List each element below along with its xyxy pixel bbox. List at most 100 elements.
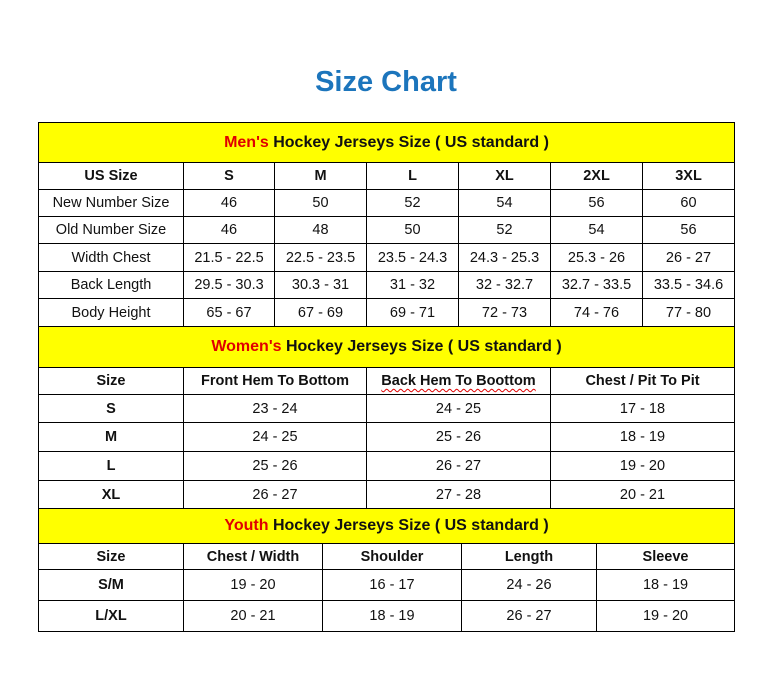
column-header: 3XL bbox=[642, 162, 735, 190]
table-cell: 19 - 20 bbox=[183, 569, 323, 601]
header-row: Size Chest / Width Shoulder Length Sleeve bbox=[38, 543, 736, 570]
table-cell: 32 - 32.7 bbox=[458, 271, 551, 299]
row-label: New Number Size bbox=[38, 189, 184, 217]
table-cell: 29.5 - 30.3 bbox=[183, 271, 275, 299]
table-cell: 18 - 19 bbox=[322, 600, 462, 632]
column-header-label: 3XL bbox=[675, 168, 702, 184]
table-row: L/XL 20 - 21 18 - 19 26 - 27 19 - 20 bbox=[38, 600, 736, 632]
table-cell: 50 bbox=[366, 216, 459, 244]
table-cell: 16 - 17 bbox=[322, 569, 462, 601]
table-cell: 22.5 - 23.5 bbox=[274, 243, 367, 272]
column-header: Chest / Width bbox=[183, 543, 323, 570]
section-heading-text: Hockey Jerseys Size ( US standard ) bbox=[281, 338, 562, 355]
section-highlight: Youth bbox=[224, 517, 269, 534]
row-label: Body Height bbox=[38, 298, 184, 327]
column-header: Back Hem To Boottom bbox=[366, 367, 551, 395]
table-cell: 18 - 19 bbox=[550, 422, 735, 452]
section-highlight: Women's bbox=[211, 338, 282, 355]
table-cell: 26 - 27 bbox=[366, 451, 551, 481]
row-label: L/XL bbox=[38, 600, 184, 632]
mens-size-table: Men's Hockey Jerseys Size ( US standard … bbox=[38, 122, 735, 327]
column-header-label: S bbox=[224, 168, 234, 184]
column-header: Chest / Pit To Pit bbox=[550, 367, 735, 395]
table-cell: 24 - 25 bbox=[183, 422, 367, 452]
page-title: Size Chart bbox=[315, 66, 457, 98]
table-cell: 60 bbox=[642, 189, 735, 217]
column-header-label: M bbox=[314, 168, 327, 184]
column-header: L bbox=[366, 162, 459, 190]
column-header-label: Size bbox=[96, 548, 126, 565]
table-cell: 24 - 26 bbox=[461, 569, 597, 601]
column-header-label: Sleeve bbox=[642, 548, 689, 565]
table-cell: 74 - 76 bbox=[550, 298, 643, 327]
womens-section-heading: Women's Hockey Jerseys Size ( US standar… bbox=[38, 326, 735, 368]
header-row: Size Front Hem To Bottom Back Hem To Boott… bbox=[38, 367, 735, 395]
table-cell: 20 - 21 bbox=[183, 600, 323, 632]
column-header: US Size bbox=[38, 162, 184, 190]
column-header: 2XL bbox=[550, 162, 643, 190]
column-header: Size bbox=[38, 367, 184, 395]
section-highlight: Men's bbox=[224, 133, 269, 151]
table-row: M 24 - 25 25 - 26 18 - 19 bbox=[38, 422, 735, 452]
table-cell: 18 - 19 bbox=[595, 569, 736, 601]
column-header: S bbox=[183, 162, 275, 190]
youth-section-heading: Youth Hockey Jerseys Size ( US standard … bbox=[37, 508, 736, 544]
youth-size-table: Youth Hockey Jerseys Size ( US standard … bbox=[37, 508, 736, 632]
section-heading-text: Hockey Jerseys Size ( US standard ) bbox=[268, 517, 549, 534]
column-header: M bbox=[274, 162, 367, 190]
womens-table: Women's Hockey Jerseys Size ( US standar… bbox=[38, 326, 735, 509]
table-cell: 26 - 27 bbox=[642, 243, 735, 272]
column-header-label: L bbox=[408, 168, 417, 184]
mens-section-heading: Men's Hockey Jerseys Size ( US standard … bbox=[38, 122, 735, 163]
table-cell: 56 bbox=[642, 216, 735, 244]
table-cell: 67 - 69 bbox=[274, 298, 367, 327]
table-cell: 69 - 71 bbox=[366, 298, 459, 327]
column-header-label: Chest / Width bbox=[206, 548, 300, 565]
table-cell: 21.5 - 22.5 bbox=[183, 243, 275, 272]
row-label: S bbox=[38, 394, 184, 423]
table-row: L 25 - 26 26 - 27 19 - 20 bbox=[38, 451, 735, 481]
table-cell: 56 bbox=[550, 189, 643, 217]
row-label: L bbox=[38, 451, 184, 481]
table-cell: 48 bbox=[274, 216, 367, 244]
table-cell: 24 - 25 bbox=[366, 394, 551, 423]
table-cell: 72 - 73 bbox=[458, 298, 551, 327]
table-cell: 17 - 18 bbox=[550, 394, 735, 423]
table-cell: 24.3 - 25.3 bbox=[458, 243, 551, 272]
table-cell: 32.7 - 33.5 bbox=[550, 271, 643, 299]
table-cell: 23.5 - 24.3 bbox=[366, 243, 459, 272]
table-row: Back Length 29.5 - 30.3 30.3 - 31 31 - 32 32… bbox=[38, 271, 735, 299]
table-cell: 19 - 20 bbox=[595, 600, 736, 632]
table-cell: 77 - 80 bbox=[642, 298, 735, 327]
table-cell: 19 - 20 bbox=[550, 451, 735, 481]
section-heading-text: Hockey Jerseys Size ( US standard ) bbox=[268, 133, 549, 151]
table-cell: 33.5 - 34.6 bbox=[642, 271, 735, 299]
column-header-label: Front Hem To Bottom bbox=[201, 373, 349, 389]
youth-table: Youth Hockey Jerseys Size ( US standard … bbox=[37, 508, 736, 632]
table-cell: 54 bbox=[458, 189, 551, 217]
table-cell: 54 bbox=[550, 216, 643, 244]
table-cell: 46 bbox=[183, 189, 275, 217]
table-cell: 52 bbox=[458, 216, 551, 244]
table-cell: 65 - 67 bbox=[183, 298, 275, 327]
table-row: Width Chest 21.5 - 22.5 22.5 - 23.5 23.5 - … bbox=[38, 243, 735, 272]
column-header: Size bbox=[38, 543, 184, 570]
table-cell: 30.3 - 31 bbox=[274, 271, 367, 299]
column-header-label: US Size bbox=[84, 168, 138, 184]
row-label: Width Chest bbox=[38, 243, 184, 272]
column-header-label: Size bbox=[96, 373, 126, 389]
table-row: Old Number Size 46 48 50 52 54 56 bbox=[38, 216, 735, 244]
womens-size-table: Women's Hockey Jerseys Size ( US standar… bbox=[38, 326, 735, 509]
table-cell: 25 - 26 bbox=[183, 451, 367, 481]
table-cell: 46 bbox=[183, 216, 275, 244]
table-row: New Number Size 46 50 52 54 56 60 bbox=[38, 189, 735, 217]
table-row: S/M 19 - 20 16 - 17 24 - 26 18 - 19 bbox=[38, 569, 736, 601]
row-label: M bbox=[38, 422, 184, 452]
table-row: Body Height 65 - 67 67 - 69 69 - 71 72 - 73 7… bbox=[38, 298, 735, 327]
header-row: US Size S M L XL 2XL 3XL bbox=[38, 162, 735, 190]
column-header-label: Shoulder bbox=[360, 548, 424, 565]
table-cell: 52 bbox=[366, 189, 459, 217]
table-cell: 23 - 24 bbox=[183, 394, 367, 423]
table-cell: 25 - 26 bbox=[366, 422, 551, 452]
row-label: S/M bbox=[38, 569, 184, 601]
